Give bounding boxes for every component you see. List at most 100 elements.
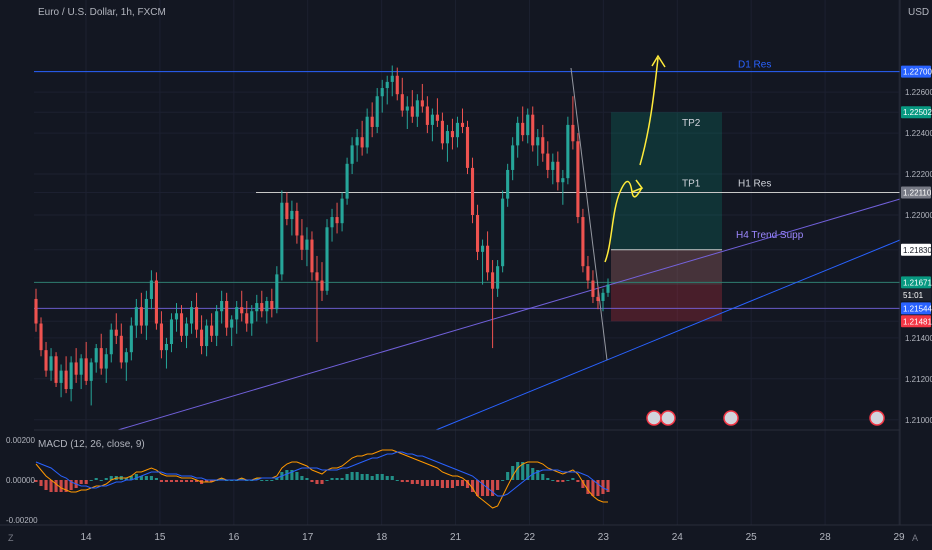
candle-body [430,114,434,125]
candle-body [415,100,419,117]
candle-body [305,239,309,250]
macd-axis[interactable]: 0.00200 0.00000 -0.00200 [6,436,38,525]
macd-histogram-bar [270,480,274,481]
macd-histogram-bar [149,476,153,480]
candle-body [586,266,590,281]
candle-body [355,137,359,146]
macd-histogram-bar [440,480,444,488]
macd-histogram-bar [109,476,113,480]
macd-histogram-bar [481,480,485,496]
candle-body [496,266,500,289]
candle-body [470,167,475,215]
price-label-box [901,65,931,78]
macd-histogram-bar [275,478,279,480]
macd-histogram-bar [285,470,289,480]
economic-event-icon[interactable] [723,410,739,426]
candles [34,65,610,406]
macd-histogram-bar [184,480,189,482]
candle-body [571,124,575,142]
candle-body [445,131,449,144]
grid [34,0,900,525]
price-label-text: 1.22110 [903,188,932,197]
currency-label[interactable]: USD [908,7,930,18]
macd-histogram-bar [455,480,460,486]
candle-body [561,178,565,183]
macd-histogram-bar [325,480,329,481]
macd-histogram-bar [596,480,600,496]
candle-body [440,120,444,144]
macd-histogram-bar [370,476,374,480]
auto-scale-icon[interactable]: A [912,533,919,543]
macd-histogram-bar [390,476,394,480]
candle-body [260,303,264,312]
macd-histogram-bar [410,480,414,484]
candle-body [44,350,48,371]
candle-body [320,280,324,291]
macd-histogram-bar [169,480,174,482]
price-label-text: 1.21544 [903,304,932,313]
candle-body [109,329,113,355]
candle-body [536,137,540,146]
candle-body [179,313,184,336]
time-tick-label: 23 [598,532,610,543]
trend-support-line-2 [435,239,901,431]
candle-body [64,370,68,390]
macd-histogram-bar [375,474,379,480]
economic-event-icon[interactable] [646,410,662,426]
time-tick-label: 22 [524,532,536,543]
price-tick-label: 1.22200 [905,170,932,179]
candle-body [99,348,103,369]
macd-histogram-bar [420,480,424,486]
stop-zone [611,249,722,322]
candle-body [159,323,163,351]
macd-histogram-bar [144,476,148,480]
macd-histogram-bar [340,478,344,480]
price-label-text: 1.21671 [903,278,932,287]
time-axis[interactable]: 14 15 16 17 18 21 22 23 24 25 28 29 [80,532,905,543]
timezone-icon[interactable]: Z [8,533,14,543]
macd-histogram-bar [179,480,184,482]
tp1-label: TP1 [682,178,701,189]
macd-histogram-bar [536,470,540,480]
macd-histogram-bar [521,462,525,480]
economic-event-icon[interactable] [869,410,885,426]
macd-histogram-bar [435,480,439,486]
macd-histogram-bar [240,478,244,480]
candle-body [300,235,304,250]
candle-body [465,126,470,168]
time-tick-label: 14 [80,532,92,543]
candle-body [154,280,158,324]
candle-body [370,116,374,127]
price-axis[interactable]: 1.22600 1.22400 1.22200 1.22000 1.21400 1.212… [901,65,932,425]
price-label-text: 1.22502 [903,108,932,117]
candle-body [235,307,239,320]
macd-histogram-bar [195,480,199,482]
price-label-text: 1.22700 [903,68,932,77]
macd-histogram-bar [380,474,384,480]
candle-body [325,227,329,291]
candle-body [345,163,349,199]
candle-body [184,323,189,336]
macd-histogram-bar [586,480,590,494]
time-tick-label: 25 [746,532,758,543]
candle-body [606,284,610,293]
candle-body [54,356,58,383]
candle-body [380,88,384,97]
macd-histogram-bar [491,480,495,496]
candle-body [460,122,465,127]
symbol-title[interactable]: Euro / U.S. Dollar, 1h, FXCM [38,7,166,18]
event-icons[interactable] [646,410,885,426]
candle-body [285,202,289,220]
economic-event-icon[interactable] [660,410,676,426]
macd-histogram-bar [350,472,354,480]
macd-histogram-bar [310,480,314,482]
macd-title[interactable]: MACD (12, 26, close, 9) [38,439,145,450]
macd-histogram-bar [320,480,324,484]
candle-body [581,217,585,267]
macd-histogram-bar [460,480,465,486]
time-tick-label: 16 [228,532,240,543]
candle-body [139,307,143,326]
candle-body [295,210,299,236]
macd-histogram-bar [591,480,595,496]
candle-body [521,122,525,136]
